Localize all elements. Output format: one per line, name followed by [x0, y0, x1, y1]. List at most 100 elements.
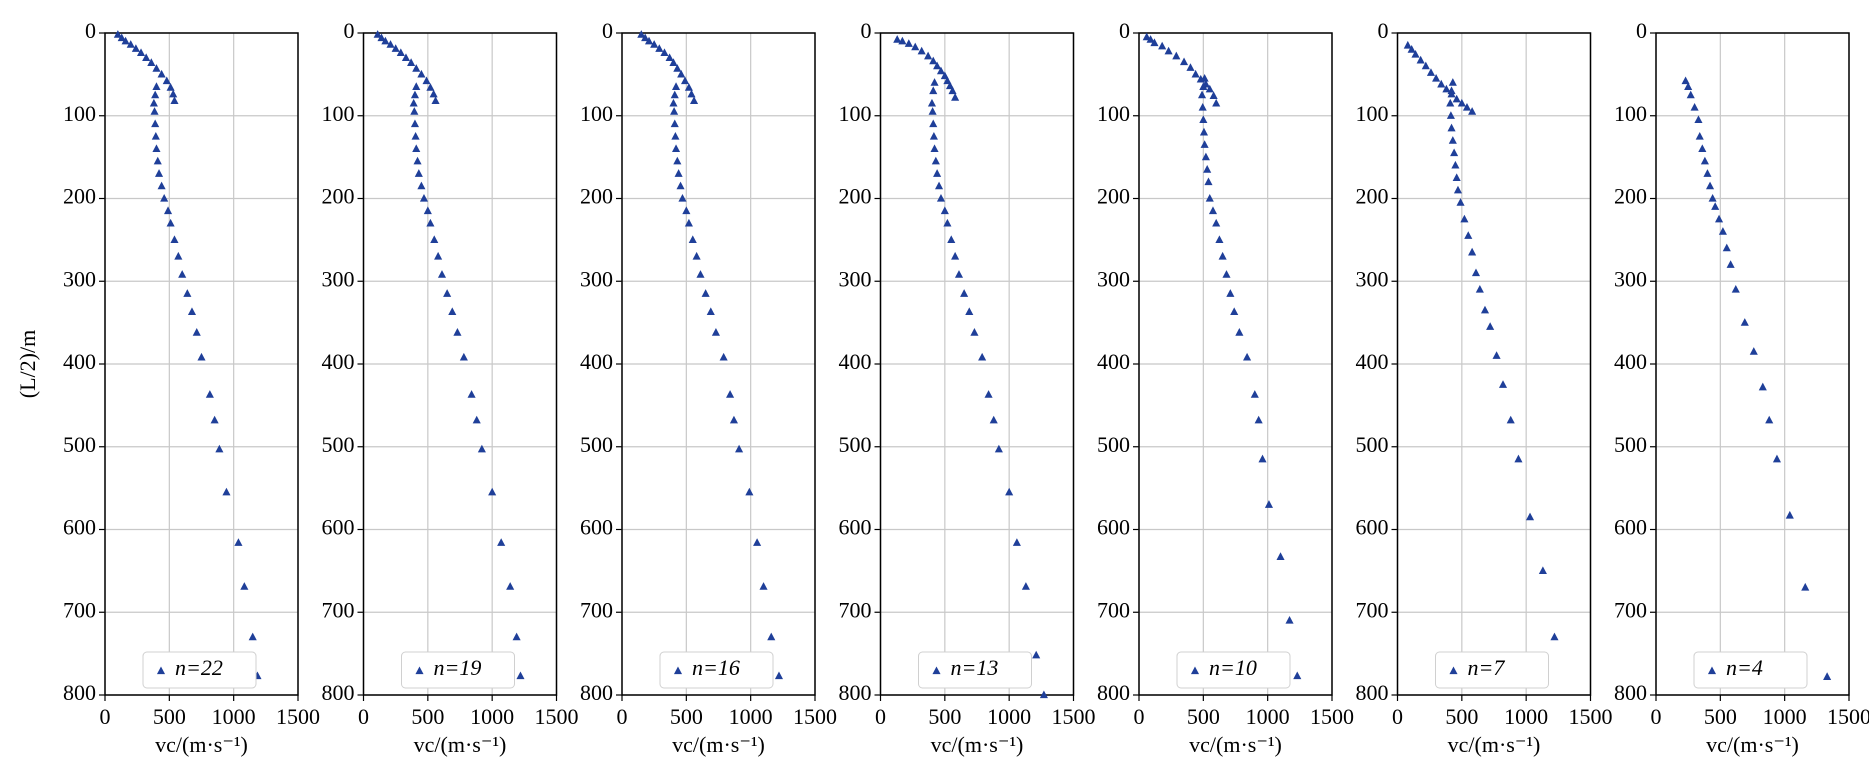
data-point: [984, 390, 993, 398]
data-point: [1230, 307, 1239, 316]
data-point: [701, 289, 710, 297]
x-axis-label: vc/(m·s⁻¹): [414, 732, 507, 757]
data-point: [641, 33, 650, 42]
legend-box: [1176, 651, 1291, 689]
data-point: [1199, 82, 1208, 90]
data-point: [381, 36, 390, 45]
data-point: [1514, 454, 1523, 463]
data-point: [1164, 46, 1173, 55]
data-point: [166, 83, 175, 91]
y-tick-label: 0: [1378, 18, 1389, 43]
data-point: [151, 90, 160, 99]
data-point: [688, 235, 697, 244]
data-point: [412, 82, 421, 90]
x-tick-label: 1500: [1052, 704, 1096, 729]
data-point: [1452, 173, 1461, 181]
y-tick-label: 100: [839, 101, 872, 126]
data-point: [410, 119, 420, 128]
data-point: [1432, 74, 1441, 82]
y-tick-label: 600: [839, 515, 872, 540]
x-tick-label: 500: [153, 704, 186, 729]
data-point: [396, 48, 405, 57]
data-point: [1203, 165, 1212, 173]
data-point: [1801, 582, 1810, 591]
x-tick-label: 1500: [276, 704, 320, 729]
legend-label: n=13: [951, 655, 999, 680]
data-point: [911, 42, 920, 51]
x-tick-label: 1000: [1246, 704, 1290, 729]
y-tick-label: 100: [1614, 101, 1647, 126]
data-point: [930, 78, 939, 86]
data-point: [945, 81, 955, 90]
data-point: [150, 107, 159, 115]
data-point: [774, 671, 784, 680]
plot-frame: [104, 32, 299, 696]
data-point: [1690, 102, 1699, 111]
data-point: [677, 69, 686, 78]
data-point: [162, 76, 171, 85]
data-point: [422, 76, 431, 85]
data-point: [1012, 538, 1021, 546]
data-point: [1492, 351, 1501, 359]
legend-marker: [1707, 666, 1717, 675]
x-axis-label: vc/(m·s⁻¹): [155, 732, 248, 757]
data-point: [1758, 382, 1767, 391]
x-tick-label: 0: [1134, 704, 1145, 729]
y-tick-label: 200: [322, 184, 355, 209]
data-point: [1032, 650, 1041, 659]
x-tick-label: 1500: [1310, 704, 1354, 729]
data-point: [1021, 582, 1030, 590]
legend-box: [659, 651, 774, 689]
y-tick-label: 300: [63, 266, 96, 291]
data-point: [210, 415, 219, 424]
x-tick-label: 1500: [1569, 704, 1613, 729]
data-point: [1452, 94, 1461, 103]
y-tick-label: 500: [322, 432, 355, 457]
data-point: [1823, 672, 1832, 680]
data-point: [121, 36, 130, 45]
data-point: [1451, 160, 1460, 169]
data-point: [157, 69, 166, 78]
data-point: [205, 390, 214, 398]
y-tick-label: 700: [1614, 597, 1647, 622]
data-point: [1448, 78, 1457, 86]
data-point: [951, 251, 960, 260]
y-tick-label: 500: [839, 432, 872, 457]
y-tick-label: 700: [63, 597, 96, 622]
data-point: [682, 206, 691, 215]
y-tick-label: 0: [1636, 18, 1647, 43]
x-tick-label: 0: [1651, 704, 1662, 729]
x-tick-label: 500: [1704, 704, 1737, 729]
data-point: [1456, 198, 1465, 206]
y-tick-label: 300: [1356, 266, 1389, 291]
data-point: [391, 44, 400, 52]
data-point: [1442, 84, 1451, 93]
data-point: [1447, 123, 1456, 132]
data-point: [1731, 285, 1740, 293]
data-point: [670, 119, 679, 128]
data-point: [437, 270, 447, 278]
y-tick-label: 100: [322, 101, 355, 126]
y-tick-label: 0: [861, 18, 872, 43]
data-point: [419, 194, 429, 202]
x-tick-label: 1000: [987, 704, 1031, 729]
x-tick-label: 1000: [729, 704, 773, 729]
data-point: [1538, 566, 1547, 575]
data-point: [1150, 38, 1159, 47]
data-point: [1222, 270, 1231, 278]
plot-frame: [362, 32, 558, 696]
data-point: [692, 251, 701, 260]
y-tick-label: 0: [602, 18, 613, 43]
data-point: [1453, 185, 1463, 194]
x-axis-label: vc/(m·s⁻¹): [1706, 732, 1799, 757]
data-point: [248, 632, 257, 641]
data-point: [1480, 305, 1490, 314]
y-tick-label: 400: [322, 349, 355, 374]
data-point: [927, 98, 937, 107]
y-tick-label: 200: [63, 184, 96, 209]
data-point: [1212, 98, 1221, 107]
legend-label: n=10: [1209, 655, 1257, 680]
data-point: [1437, 79, 1446, 88]
x-tick-label: 1500: [535, 704, 579, 729]
y-tick-label: 300: [580, 266, 613, 291]
